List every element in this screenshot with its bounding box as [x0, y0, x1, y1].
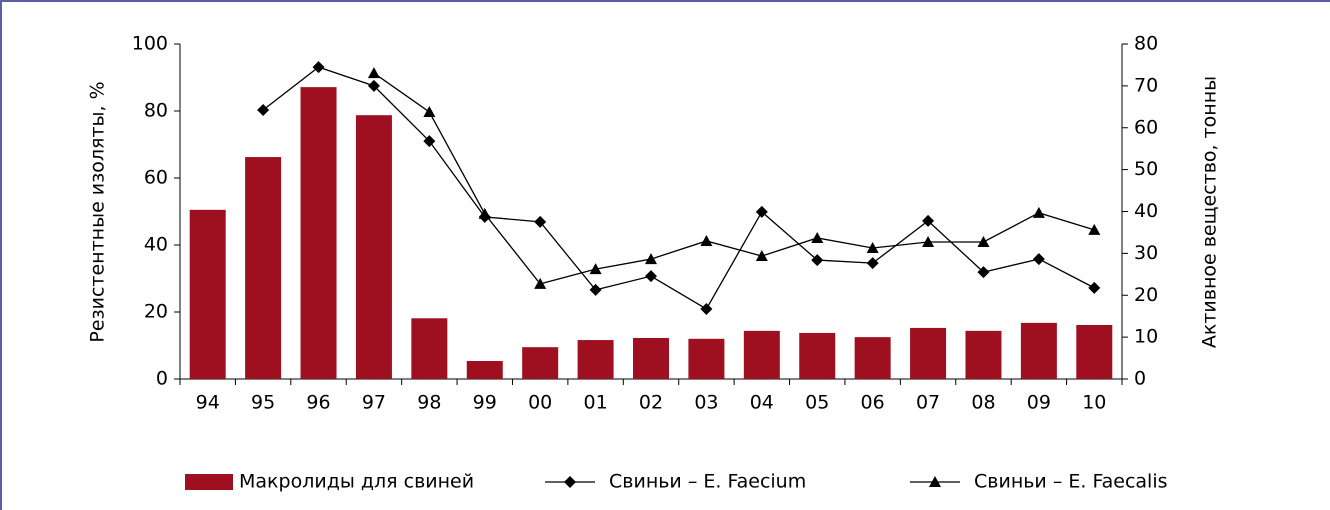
triangle-marker — [929, 476, 941, 487]
triangle-marker — [755, 250, 768, 262]
diamond-marker — [922, 214, 935, 227]
x-tick-label: 00 — [528, 392, 552, 414]
bar — [189, 209, 226, 379]
diamond-marker — [700, 302, 713, 315]
line — [373, 72, 1095, 285]
bar — [799, 332, 836, 379]
y-tick-label: 80 — [144, 100, 168, 122]
y2-tick-label: 80 — [1134, 33, 1158, 55]
triangle-marker — [423, 106, 436, 118]
bar — [245, 157, 282, 379]
line — [262, 66, 1095, 310]
y-axis-label: Резистентные изоляты, % — [87, 81, 109, 342]
y2-axis-label: Активное вещество, тонны — [1199, 76, 1221, 348]
bar — [854, 337, 891, 379]
bar — [633, 337, 669, 379]
bar — [743, 330, 780, 379]
diamond-marker — [312, 61, 325, 74]
x-tick-label: 10 — [1082, 392, 1106, 414]
x-tick-label: 98 — [417, 392, 441, 414]
legend-label: Свиньи – E. Faecium — [609, 471, 806, 493]
x-tick-label: 05 — [805, 392, 829, 414]
y-tick-label: 100 — [132, 33, 168, 55]
y-tick-label: 0 — [156, 368, 168, 390]
y-tick-label: 60 — [144, 167, 168, 189]
y2-tick-label: 50 — [1134, 158, 1158, 180]
bar — [1020, 322, 1057, 379]
diamond-marker — [367, 79, 380, 92]
diamond-marker — [564, 476, 576, 488]
y2-tick-label: 0 — [1134, 368, 1146, 390]
bar — [910, 327, 947, 379]
triangle-marker — [645, 253, 657, 265]
bar — [466, 360, 503, 379]
x-tick-label: 01 — [583, 392, 607, 414]
legend-label: Свиньи – E. Faecalis — [974, 471, 1168, 493]
triangle-marker — [866, 242, 879, 254]
x-tick-label: 96 — [306, 392, 330, 414]
triangle-marker — [478, 207, 491, 219]
triangle-marker — [700, 234, 713, 246]
y2-tick-label: 10 — [1134, 326, 1158, 348]
diamond-marker — [811, 254, 824, 267]
x-tick-label: 94 — [196, 392, 220, 414]
y2-tick-label: 20 — [1134, 284, 1158, 306]
x-tick-label: 02 — [639, 392, 663, 414]
bar — [577, 340, 614, 379]
x-tick-label: 06 — [861, 392, 885, 414]
bar — [965, 330, 1002, 379]
triangle-marker — [977, 235, 990, 247]
diamond-marker — [977, 266, 990, 279]
triangle-marker — [589, 263, 602, 275]
bar — [411, 318, 448, 379]
diamond-marker — [257, 103, 270, 116]
diamond-marker — [645, 270, 657, 283]
diamond-marker — [866, 257, 879, 270]
x-tick-label: 07 — [916, 392, 940, 414]
triangle-marker — [922, 235, 935, 247]
triangle-marker — [1032, 206, 1045, 218]
x-tick-label: 95 — [251, 392, 275, 414]
bar — [355, 115, 392, 379]
bar — [300, 87, 337, 379]
triangle-marker — [367, 67, 380, 79]
y2-tick-label: 70 — [1134, 74, 1158, 96]
bar — [1076, 324, 1113, 379]
x-tick-label: 03 — [694, 392, 718, 414]
diamond-marker — [534, 215, 547, 228]
x-tick-label: 97 — [362, 392, 386, 414]
triangle-marker — [534, 277, 547, 289]
y2-tick-label: 40 — [1134, 200, 1158, 222]
bar — [522, 347, 559, 379]
diamond-marker — [1088, 281, 1101, 294]
legend-label: Макролиды для свиней — [239, 471, 474, 493]
x-tick-label: 99 — [473, 392, 497, 414]
y2-tick-label: 60 — [1134, 116, 1158, 138]
x-tick-label: 09 — [1027, 392, 1051, 414]
diamond-marker — [1032, 253, 1045, 266]
triangle-marker — [811, 231, 824, 243]
bar — [688, 338, 725, 379]
x-tick-label: 08 — [971, 392, 995, 414]
y-tick-label: 40 — [144, 234, 168, 256]
x-tick-label: 04 — [750, 392, 774, 414]
diamond-marker — [589, 283, 602, 296]
y-tick-label: 20 — [144, 301, 168, 323]
y2-tick-label: 30 — [1134, 242, 1158, 264]
diamond-marker — [423, 135, 436, 148]
diamond-marker — [755, 205, 768, 218]
legend-swatch — [185, 474, 233, 490]
triangle-marker — [1088, 223, 1101, 235]
